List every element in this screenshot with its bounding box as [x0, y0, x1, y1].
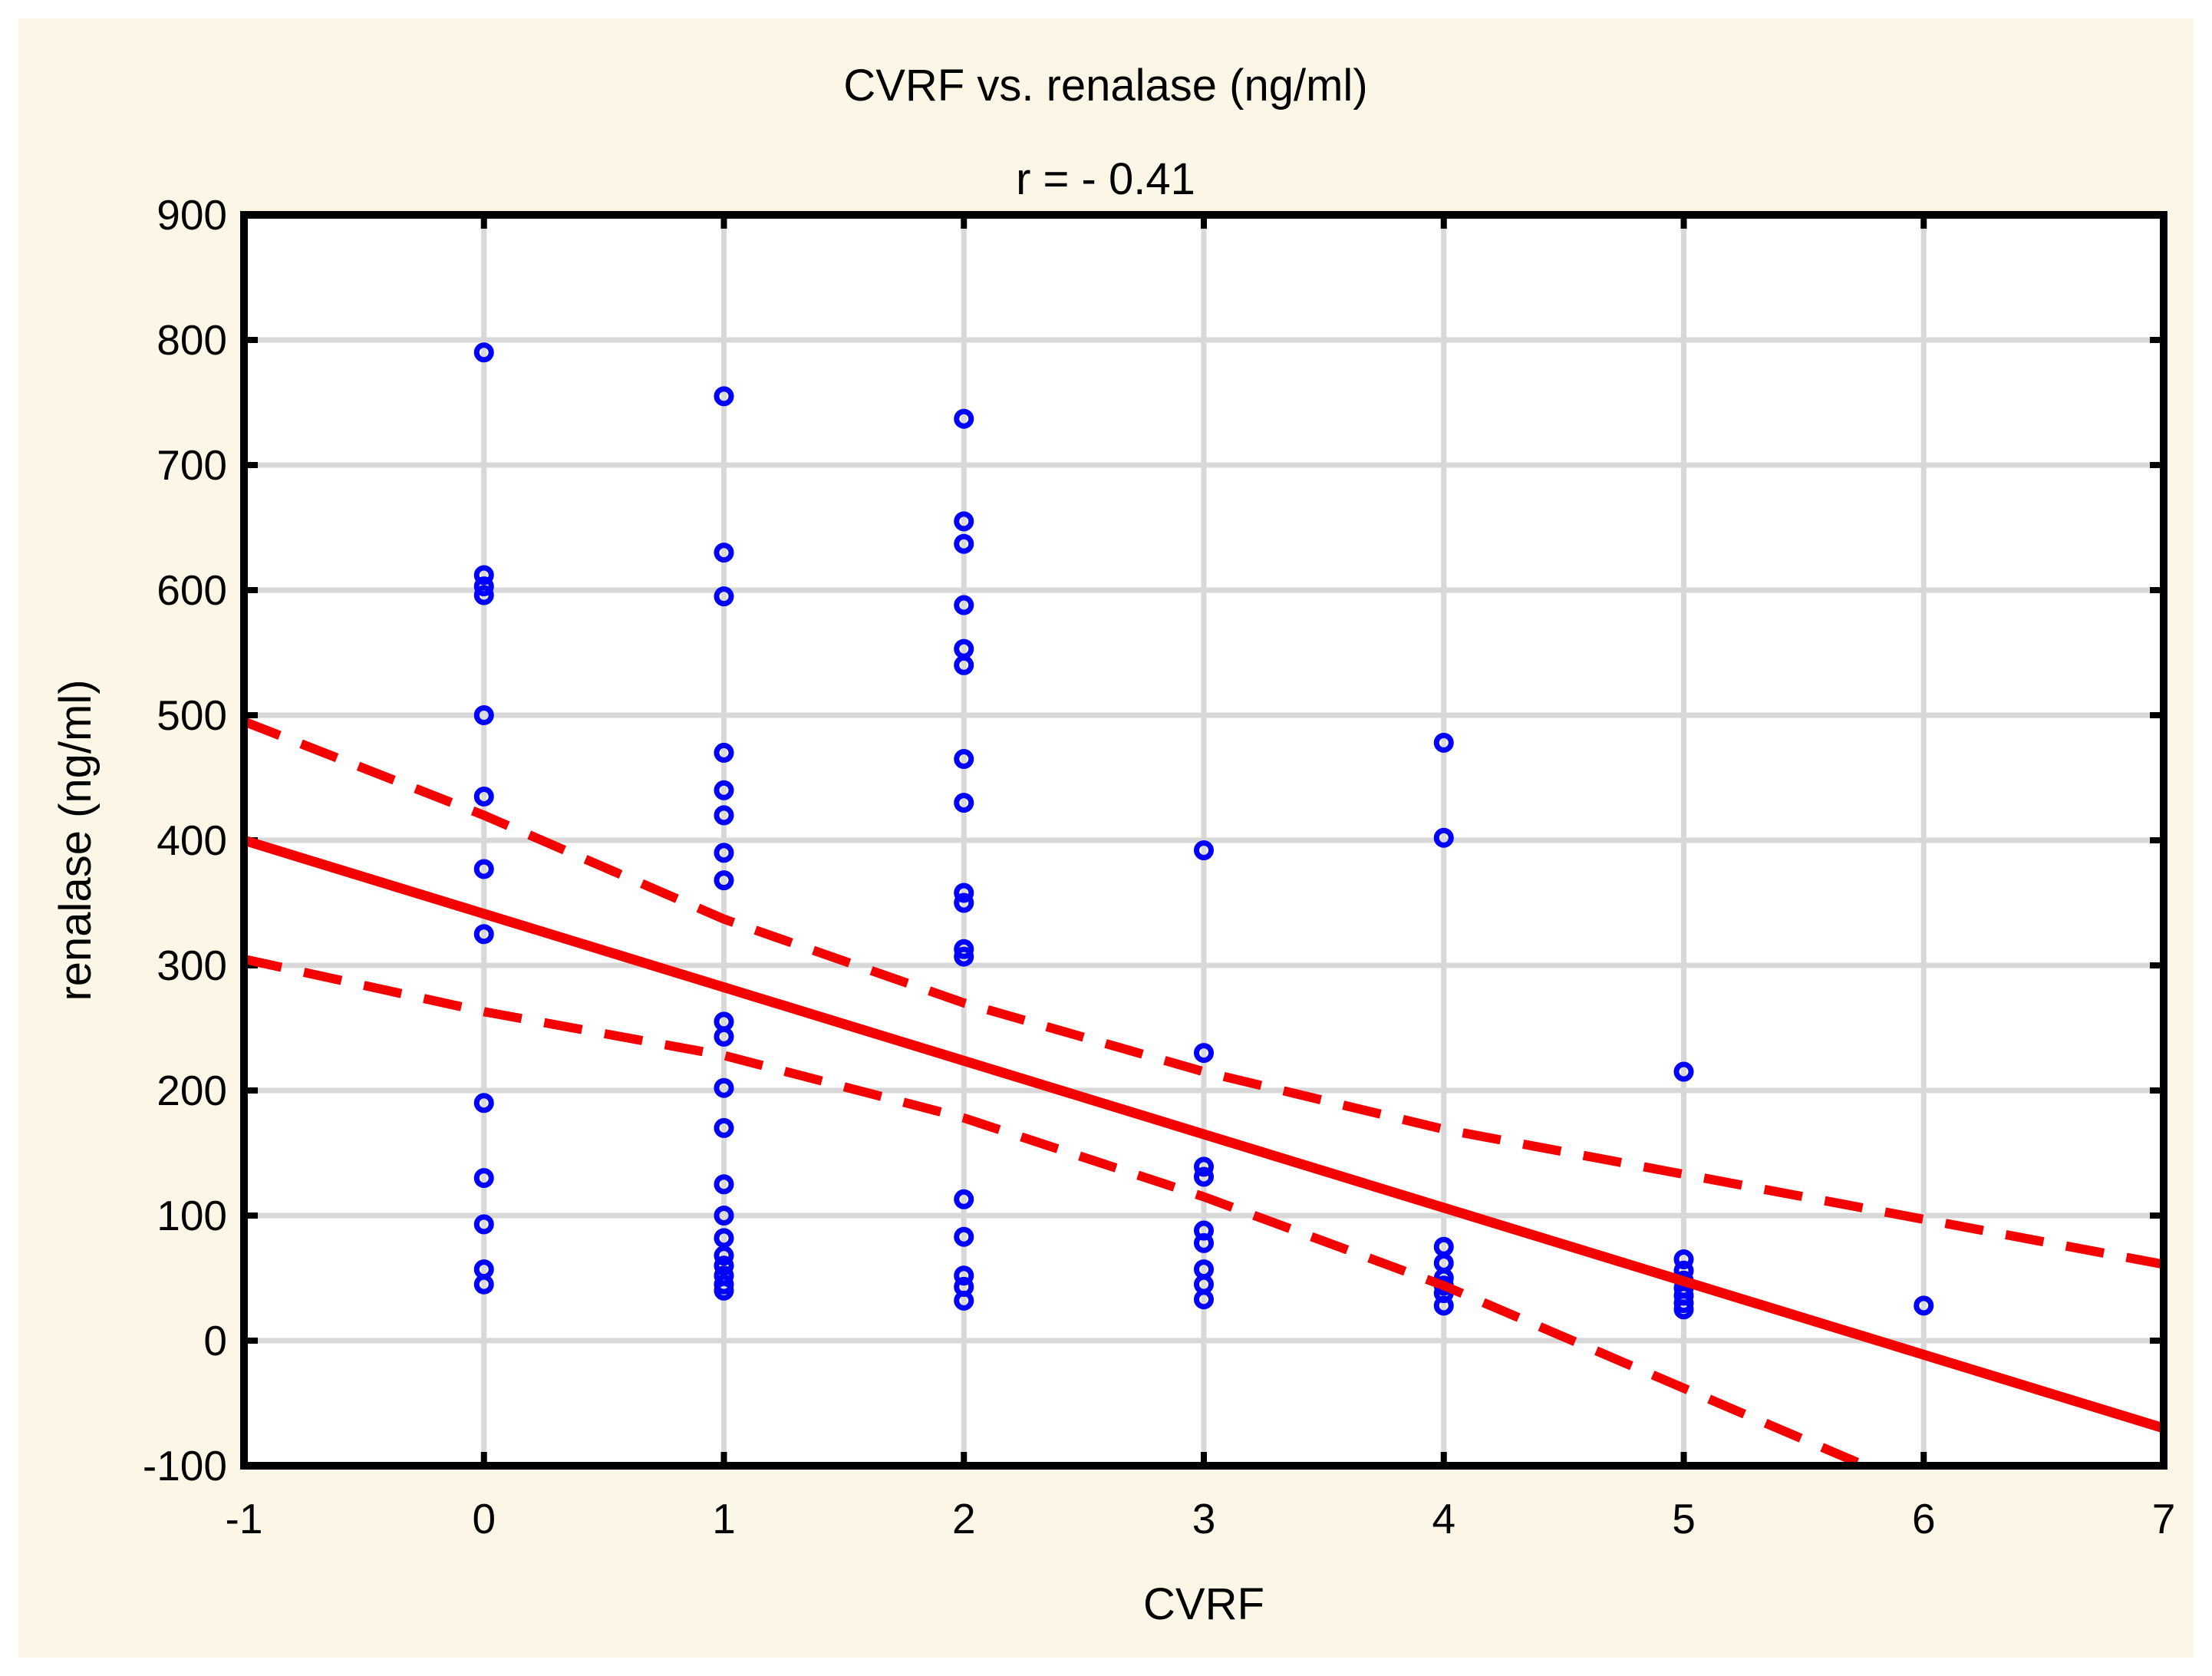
x-tick-label: 5 [1672, 1495, 1696, 1542]
data-point [954, 749, 974, 770]
plot-frame [240, 211, 2167, 1470]
x-axis-title: CVRF [1143, 1579, 1264, 1629]
x-tick-label: -1 [226, 1495, 263, 1542]
data-point [473, 585, 494, 605]
data-point [954, 655, 974, 675]
data-point [954, 1265, 974, 1286]
data-point [1673, 1299, 1694, 1320]
data-point [1194, 1156, 1214, 1177]
data-point [1194, 1043, 1214, 1064]
data-point [1433, 1295, 1454, 1316]
confidence-band-lower [244, 954, 1877, 1466]
y-tick-label: 0 [203, 1317, 227, 1364]
data-point [1914, 1295, 1934, 1316]
data-point [954, 1226, 974, 1247]
data-point [954, 892, 974, 913]
data-point [714, 780, 734, 800]
y-tick-label: 300 [157, 942, 227, 989]
y-tick-label: -100 [143, 1442, 227, 1490]
data-point [714, 1077, 734, 1098]
y-tick-label: 900 [157, 191, 227, 239]
data-point [473, 565, 494, 586]
data-point [473, 576, 494, 597]
data-point [714, 386, 734, 407]
data-point [1194, 840, 1214, 861]
plot-generated-layer: -1 0 1 2 3 4 5 6 7 -100 0 100 200 300 400 500 600 700 800 9… [143, 191, 2176, 1542]
data-point [1194, 1166, 1214, 1187]
data-point [714, 870, 734, 891]
data-point [473, 1093, 494, 1113]
y-tick-label: 400 [157, 817, 227, 864]
data-point [473, 1274, 494, 1295]
data-point [954, 595, 974, 615]
data-point [714, 1206, 734, 1226]
data-point [473, 786, 494, 807]
data-point [714, 586, 734, 607]
y-tick-label: 700 [157, 441, 227, 489]
x-tick-label: 6 [1912, 1495, 1936, 1542]
y-tick-label: 200 [157, 1067, 227, 1114]
data-point [714, 1117, 734, 1138]
plot-data-layer [244, 342, 2164, 1466]
y-tick-label: 600 [157, 566, 227, 614]
y-tick-label: 100 [157, 1192, 227, 1239]
data-point [1194, 1289, 1214, 1310]
x-tick-label: 0 [472, 1495, 496, 1542]
data-point [714, 1255, 734, 1276]
data-point [1433, 732, 1454, 753]
data-point [714, 1026, 734, 1047]
regression-line [244, 835, 2164, 1434]
data-point [473, 859, 494, 879]
data-point [954, 1290, 974, 1311]
y-axis-title: renalase (ng/ml) [51, 679, 101, 1001]
data-point [714, 1174, 734, 1195]
data-point [1673, 1249, 1694, 1270]
data-point [473, 1168, 494, 1189]
data-point [954, 939, 974, 959]
data-point [954, 511, 974, 532]
chart-title: CVRF vs. renalase (ng/ml) [843, 61, 1367, 111]
x-tick-label: 2 [952, 1495, 976, 1542]
chart-subtitle: r = - 0.41 [1016, 154, 1195, 204]
data-point [714, 1245, 734, 1266]
x-tick-label: 4 [1432, 1495, 1455, 1542]
data-point [714, 1228, 734, 1249]
data-point [1673, 1061, 1694, 1082]
data-point [714, 742, 734, 763]
data-point [954, 1189, 974, 1209]
data-point [1433, 827, 1454, 848]
y-tick-label: 500 [157, 691, 227, 739]
data-point [954, 946, 974, 967]
data-point [473, 1214, 494, 1235]
data-point [714, 843, 734, 863]
data-point [714, 805, 734, 826]
x-tick-label: 1 [712, 1495, 736, 1542]
data-point [714, 1280, 734, 1301]
data-point [1194, 1232, 1214, 1253]
y-tick-label: 800 [157, 316, 227, 364]
data-point [714, 543, 734, 563]
data-point [954, 533, 974, 554]
data-point [473, 924, 494, 945]
data-point [954, 408, 974, 429]
data-point [473, 705, 494, 725]
x-tick-label: 3 [1192, 1495, 1216, 1542]
x-tick-label: 7 [2152, 1495, 2176, 1542]
data-point [954, 883, 974, 903]
confidence-band-upper [244, 717, 2164, 1269]
data-point [954, 793, 974, 813]
data-point [473, 342, 494, 363]
